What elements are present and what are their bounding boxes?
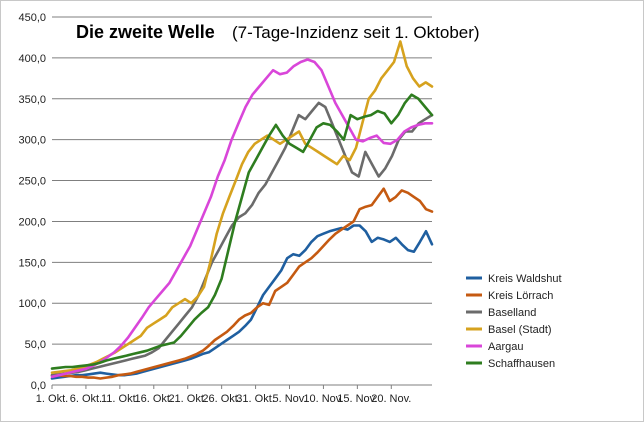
y-tick-label: 200,0 [18, 216, 46, 228]
series-line-3 [50, 40, 434, 375]
chart-title: Die zweite Welle [76, 22, 215, 42]
series-line-2 [50, 101, 434, 377]
series-line-5 [50, 93, 434, 370]
x-tick-label: 31. Okt. [236, 393, 275, 405]
x-tick-label: 26. Okt. [202, 393, 241, 405]
y-tick-label: 300,0 [18, 135, 46, 147]
legend: Kreis Waldshut Kreis Lörrach Baselland Base… [466, 273, 562, 370]
gridlines [52, 16, 432, 345]
x-tick-label: 10. Nov. [303, 393, 343, 405]
y-tick-label: 0,0 [31, 380, 46, 392]
chart-subtitle: (7-Tage-Inzidenz seit 1. Oktober) [232, 23, 480, 42]
x-tick-label: 6. Okt. [70, 393, 102, 405]
y-tick-label: 150,0 [18, 257, 46, 269]
x-tick-label: 15. Nov. [337, 393, 377, 405]
y-tick-label: 400,0 [18, 53, 46, 65]
y-tick-label: 100,0 [18, 298, 46, 310]
y-tick-label: 350,0 [18, 94, 46, 106]
y-axis-ticks: 0,0 50,0 100,0 150,0 200,0 250,0 300,0 350,0 400… [18, 12, 46, 392]
x-tick-label: 11. Okt. [101, 393, 139, 405]
legend-label: Basel (Stadt) [488, 324, 552, 336]
y-tick-label: 450,0 [18, 12, 46, 24]
x-tick-label: 1. Okt. [36, 393, 68, 405]
x-tick-label: 5. Nov. [272, 393, 306, 405]
x-tick-label: 20. Nov. [371, 393, 411, 405]
legend-label: Aargau [488, 341, 523, 353]
legend-label: Schaffhausen [488, 358, 555, 370]
legend-label: Kreis Waldshut [488, 273, 562, 285]
x-axis-ticks: 1. Okt. 6. Okt.11. Okt.16. Okt.21. Okt.26… [36, 385, 411, 405]
y-tick-label: 250,0 [18, 176, 46, 188]
series-lines [50, 40, 434, 380]
x-tick-label: 16. Okt. [135, 393, 174, 405]
series-line-1 [50, 187, 434, 380]
y-tick-label: 50,0 [25, 339, 46, 351]
series-line-4 [50, 58, 434, 379]
legend-label: Baselland [488, 307, 536, 319]
legend-label: Kreis Lörrach [488, 290, 553, 302]
x-tick-label: 21. Okt. [168, 393, 207, 405]
